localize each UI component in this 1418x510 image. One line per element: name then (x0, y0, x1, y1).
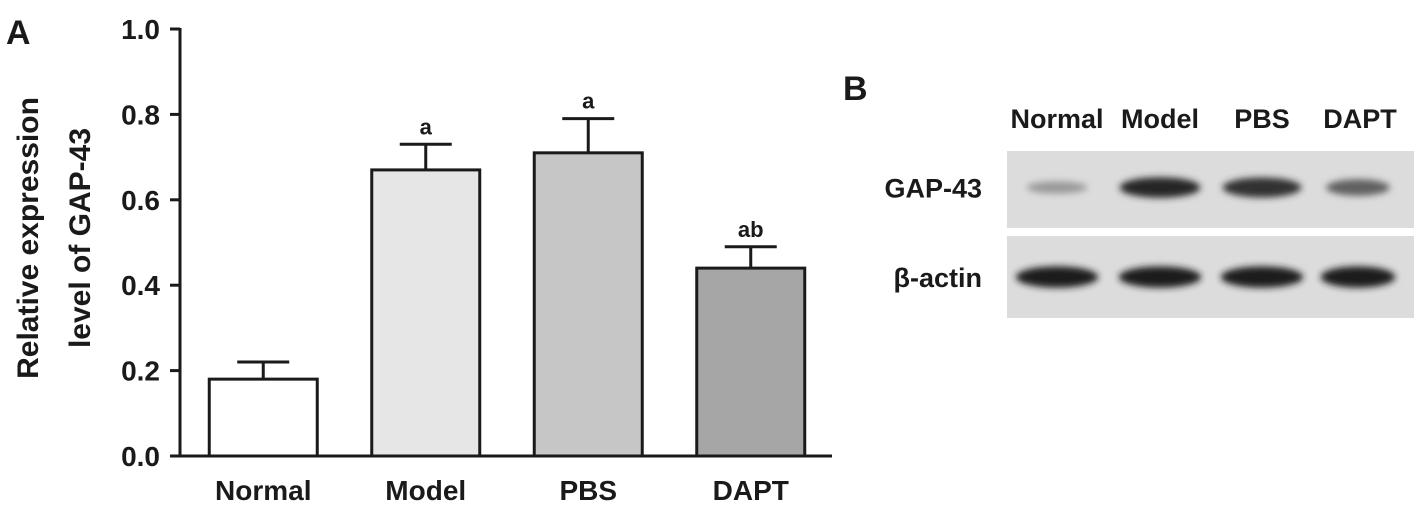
blot-lane-label: DAPT (1323, 104, 1397, 134)
bar-model (370, 168, 482, 458)
y-tick-label: 0.6 (121, 185, 160, 216)
x-tick-label: DAPT (713, 475, 789, 506)
blot-row-label: β-actin (894, 263, 983, 293)
blot-lane-label: PBS (1234, 104, 1290, 134)
blot-band (1326, 179, 1390, 196)
y-axis-title-line2: level of GAP-43 (64, 128, 97, 348)
x-tick-label: Model (385, 475, 466, 506)
blot-band (1222, 177, 1302, 198)
x-tick-label: Normal (215, 475, 311, 506)
bar-normal (207, 377, 319, 458)
significance-label: a (582, 89, 595, 114)
y-tick-label: 0.4 (121, 270, 160, 301)
y-tick-label: 0.0 (121, 441, 160, 472)
significance-label: a (420, 114, 433, 139)
significance-label: ab (738, 217, 764, 242)
y-tick-label: 0.2 (121, 356, 160, 387)
blot-lane-label: Model (1121, 104, 1199, 134)
y-tick-label: 1.0 (121, 14, 160, 45)
bar-dapt (695, 266, 807, 458)
bar-pbs (532, 151, 644, 458)
blot-band (1320, 266, 1396, 288)
y-axis-title-line1: Relative expression (12, 97, 45, 379)
y-tick-label: 0.8 (121, 99, 160, 130)
blot-band (1026, 181, 1088, 194)
blot-band (1118, 266, 1202, 288)
blot-row-label: GAP-43 (884, 174, 982, 204)
bar-chart: 0.0 0.2 0.4 0.6 0.8 1.0 Normal a Model a PBS ab DAPT (121, 14, 832, 506)
panel-a-letter: A (6, 14, 31, 52)
blot-lane-label: Normal (1010, 104, 1103, 134)
blot-band (1015, 266, 1099, 288)
panel-b-letter: B (843, 70, 868, 108)
y-axis-title: Relative expression level of GAP-43 (12, 97, 97, 379)
blot-band (1119, 177, 1201, 198)
western-blot: Normal Model PBS DAPT GAP-43 β-actin (884, 104, 1414, 318)
blot-band (1220, 266, 1304, 288)
x-tick-label: PBS (559, 475, 617, 506)
